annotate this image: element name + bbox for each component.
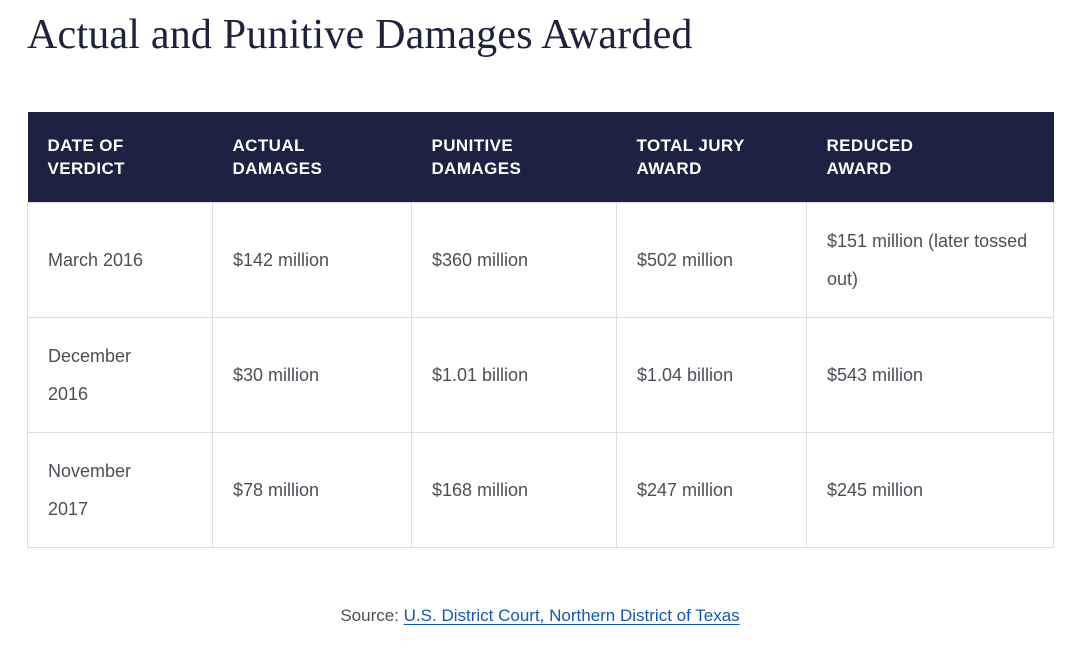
cell-date-of-verdict: November 2017	[27, 431, 213, 548]
header-line: DAMAGES	[431, 159, 522, 179]
table-row: December 2016 $30 million $1.01 billion …	[27, 316, 1054, 433]
cell-actual-damages: $30 million	[212, 316, 412, 433]
header-date-of-verdict: DATE OF VERDICT	[27, 112, 213, 203]
source-label: Source:	[340, 605, 399, 625]
source-link[interactable]: U.S. District Court, Northern District o…	[403, 605, 740, 625]
cell-total-jury-award: $502 million	[616, 201, 807, 318]
header-punitive-damages: PUNITIVE DAMAGES	[411, 112, 617, 203]
header-line: PUNITIVE	[431, 136, 514, 156]
cell-punitive-damages: $360 million	[411, 201, 617, 318]
table-header: DATE OF VERDICT ACTUAL DAMAGES PUNITIVE …	[27, 112, 1054, 203]
header-reduced-award: REDUCED AWARD	[806, 112, 1054, 203]
cell-reduced-award: $151 million (later tossed out)	[806, 201, 1054, 318]
header-line: VERDICT	[47, 159, 125, 179]
cell-total-jury-award: $247 million	[616, 431, 807, 548]
cell-actual-damages: $142 million	[212, 201, 412, 318]
cell-total-jury-award: $1.04 billion	[616, 316, 807, 433]
cell-reduced-award: $543 million	[806, 316, 1054, 433]
page-title: Actual and Punitive Damages Awarded	[27, 12, 693, 58]
cell-reduced-award: $245 million	[806, 431, 1054, 548]
header-row: DATE OF VERDICT ACTUAL DAMAGES PUNITIVE …	[27, 112, 1054, 203]
cell-punitive-damages: $168 million	[411, 431, 617, 548]
cell-date-of-verdict: December 2016	[27, 316, 213, 433]
header-line: TOTAL JURY	[636, 136, 745, 156]
header-line: AWARD	[826, 159, 892, 179]
header-actual-damages: ACTUAL DAMAGES	[212, 112, 412, 203]
cell-date-of-verdict: March 2016	[27, 201, 213, 318]
table-body: March 2016 $142 million $360 million $50…	[27, 201, 1054, 548]
header-line: DAMAGES	[232, 159, 323, 179]
damages-table: DATE OF VERDICT ACTUAL DAMAGES PUNITIVE …	[27, 112, 1054, 548]
header-line: ACTUAL	[232, 136, 305, 156]
header-line: AWARD	[636, 159, 702, 179]
source-line: Source: U.S. District Court, Northern Di…	[27, 606, 1053, 626]
cell-punitive-damages: $1.01 billion	[411, 316, 617, 433]
cell-actual-damages: $78 million	[212, 431, 412, 548]
table-row: November 2017 $78 million $168 million $…	[27, 431, 1054, 548]
page: Actual and Punitive Damages Awarded DATE…	[0, 10, 1080, 659]
header-line: REDUCED	[826, 136, 914, 156]
table-row: March 2016 $142 million $360 million $50…	[27, 201, 1054, 318]
header-total-jury-award: TOTAL JURY AWARD	[616, 112, 807, 203]
header-line: DATE OF	[47, 136, 124, 156]
